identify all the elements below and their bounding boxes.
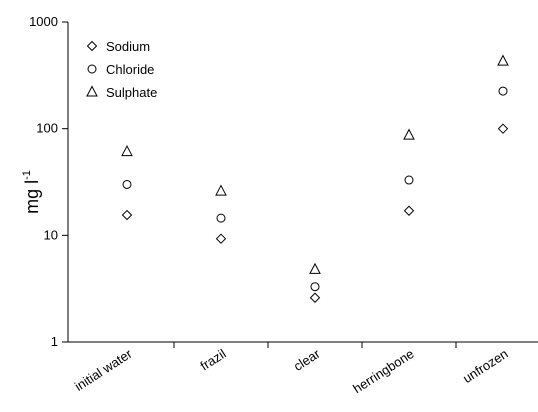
sulphate-point <box>497 54 509 66</box>
data-markers <box>121 54 509 303</box>
sodium-point <box>403 205 415 216</box>
y-tick-label: 1000 <box>29 14 58 29</box>
sulphate-point <box>309 262 321 274</box>
y-axis: 1 10 100 1000 <box>29 14 69 349</box>
x-tick-label: unfrozen <box>460 346 511 386</box>
chloride-point <box>122 179 132 189</box>
sodium-point <box>215 233 227 244</box>
x-tick-label: herringbone <box>350 346 416 396</box>
legend-marker-sulphate <box>86 85 98 97</box>
chloride-point <box>310 282 320 292</box>
chloride-point <box>404 175 414 185</box>
sodium-point <box>309 292 321 303</box>
legend-label-sodium: Sodium <box>106 39 150 54</box>
sulphate-point <box>215 184 227 196</box>
legend: Sodium Chloride Sulphate <box>86 39 157 100</box>
sodium-point <box>121 209 133 221</box>
x-tick-label: initial water <box>72 346 135 394</box>
x-tick-label: clear <box>291 346 323 374</box>
sulphate-point <box>403 128 415 140</box>
x-axis: initial water frazil clear herringbone unfro… <box>68 341 538 396</box>
x-tick-label: frazil <box>197 346 228 374</box>
legend-marker-sodium <box>86 40 98 52</box>
legend-label-sulphate: Sulphate <box>106 85 157 100</box>
chloride-point <box>498 86 508 96</box>
y-tick-label: 1 <box>51 334 58 349</box>
legend-label-chloride: Chloride <box>106 62 154 77</box>
y-tick-label: 100 <box>36 121 58 136</box>
chloride-point <box>216 213 226 223</box>
sodium-point <box>497 123 509 134</box>
y-tick-label: 10 <box>44 227 58 242</box>
y-axis-label: mg l-1 <box>21 170 42 214</box>
sulphate-point <box>121 144 133 157</box>
legend-marker-chloride <box>87 64 97 74</box>
